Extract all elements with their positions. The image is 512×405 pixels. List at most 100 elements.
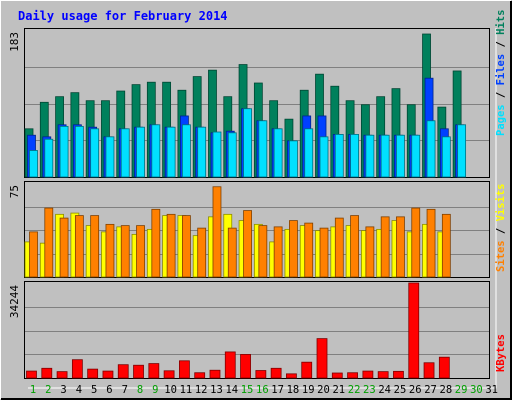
bar-kbytes bbox=[362, 370, 374, 379]
x-tick-label: 23 bbox=[363, 384, 376, 396]
x-tick-label: 24 bbox=[378, 384, 391, 396]
bar-kbytes bbox=[331, 372, 343, 379]
legend-pages: Pages bbox=[495, 104, 507, 136]
x-tick-label: 17 bbox=[271, 384, 284, 396]
x-tick-label: 9 bbox=[152, 384, 158, 396]
bar-kbytes bbox=[26, 370, 37, 379]
bar-kbytes bbox=[393, 370, 404, 379]
legend-files: Files bbox=[495, 54, 507, 86]
bar-pages bbox=[304, 128, 314, 178]
bar-sites bbox=[166, 213, 176, 278]
x-tick-label: 16 bbox=[256, 384, 269, 396]
bar-pages bbox=[243, 108, 252, 178]
bar-pages bbox=[350, 134, 359, 178]
bar-sites bbox=[44, 207, 54, 278]
x-tick-label: 11 bbox=[180, 384, 193, 396]
bar-sites bbox=[396, 216, 405, 278]
x-tick-label: 2 bbox=[45, 384, 51, 396]
bar-pages bbox=[59, 125, 69, 178]
x-tick-label: 1 bbox=[30, 384, 36, 396]
bar-pages bbox=[457, 124, 467, 178]
bar-sites bbox=[59, 217, 69, 278]
x-tick-label: 28 bbox=[440, 384, 453, 396]
bar-pages bbox=[289, 140, 298, 178]
bar-pages bbox=[258, 120, 268, 178]
bar-pages bbox=[212, 131, 222, 178]
kbytes-max-label: 34244 bbox=[8, 285, 21, 318]
visits-panel-legend: Sites / Visits bbox=[495, 183, 507, 272]
bar-kbytes bbox=[133, 364, 144, 379]
bar-pages bbox=[380, 134, 390, 178]
bar-pages bbox=[273, 128, 283, 178]
bar-pages bbox=[105, 136, 115, 178]
bar-kbytes bbox=[240, 354, 251, 379]
bar-kbytes bbox=[347, 372, 358, 379]
bar-sites bbox=[319, 227, 329, 278]
series-legend: Pages / Files / Hits Sites / Visits KBytes bbox=[495, 10, 507, 372]
bar-pages bbox=[166, 126, 176, 178]
bar-sites bbox=[365, 226, 375, 278]
legend-sites: Sites bbox=[495, 240, 507, 272]
x-tick-label: 3 bbox=[60, 384, 66, 396]
bar-kbytes bbox=[87, 368, 99, 379]
bar-pages bbox=[365, 134, 375, 178]
bar-pages bbox=[319, 136, 329, 178]
bar-sites bbox=[151, 208, 161, 278]
chart-panels: 183 75 34244 Pages / Files / Hits Sites / Vi… bbox=[8, 10, 507, 379]
x-tick-label: 21 bbox=[332, 384, 345, 396]
bar-sites bbox=[289, 220, 298, 278]
bar-sites bbox=[105, 223, 115, 278]
x-tick-label: 18 bbox=[287, 384, 300, 396]
legend-sep: / bbox=[495, 85, 507, 104]
bar-kbytes bbox=[194, 372, 206, 379]
bar-kbytes bbox=[270, 367, 282, 379]
x-tick-label: 6 bbox=[106, 384, 112, 396]
bar-sites bbox=[181, 215, 191, 278]
panel-kbytes: 34244 bbox=[8, 281, 490, 379]
legend-kbytes: KBytes bbox=[495, 334, 507, 372]
x-tick-label: 25 bbox=[394, 384, 407, 396]
bar-kbytes bbox=[209, 369, 221, 379]
bar-kbytes bbox=[301, 361, 313, 379]
bar-pages bbox=[441, 136, 451, 178]
x-tick-label: 30 bbox=[470, 384, 483, 396]
bar-sites bbox=[197, 227, 207, 278]
hits-max-label: 183 bbox=[8, 32, 21, 52]
bar-sites bbox=[74, 215, 84, 278]
bar-kbytes bbox=[438, 356, 450, 379]
visits-max-label: 75 bbox=[8, 185, 21, 198]
bar-pages bbox=[411, 134, 421, 178]
kbytes-panel-legend: KBytes bbox=[495, 334, 507, 372]
x-tick-label: 12 bbox=[195, 384, 208, 396]
legend-sep: / bbox=[495, 35, 507, 54]
bar-pages bbox=[29, 150, 38, 178]
bar-pages bbox=[227, 132, 237, 178]
bar-kbytes bbox=[117, 364, 129, 379]
bar-kbytes bbox=[41, 367, 53, 379]
bar-sites bbox=[29, 231, 38, 278]
bar-kbytes bbox=[178, 360, 190, 379]
bar-pages bbox=[396, 134, 405, 178]
x-tick-label: 27 bbox=[424, 384, 437, 396]
hits-panel-legend: Pages / Files / Hits bbox=[495, 10, 507, 136]
bar-sites bbox=[304, 222, 314, 278]
bar-sites bbox=[273, 226, 283, 278]
legend-sep: / bbox=[495, 221, 507, 240]
bar-kbytes bbox=[255, 370, 267, 379]
bar-sites bbox=[227, 227, 237, 278]
x-tick-label: 5 bbox=[91, 384, 97, 396]
bar-sites bbox=[350, 215, 359, 278]
bar-pages bbox=[120, 128, 130, 178]
bar-pages bbox=[181, 124, 191, 178]
bar-pages bbox=[136, 126, 145, 178]
bar-sites bbox=[441, 213, 451, 278]
x-axis-labels: 1 2 3 4 5 6 7 8 9 10 11 12 13 14 15 16 17 18 19 20 21 22 23 24 2… bbox=[30, 384, 498, 396]
bar-kbytes bbox=[163, 370, 175, 379]
legend-visits: Visits bbox=[495, 183, 507, 221]
x-tick-label: 19 bbox=[302, 384, 315, 396]
x-tick-label: 4 bbox=[76, 384, 82, 396]
kbytes-plot-area bbox=[24, 281, 490, 379]
